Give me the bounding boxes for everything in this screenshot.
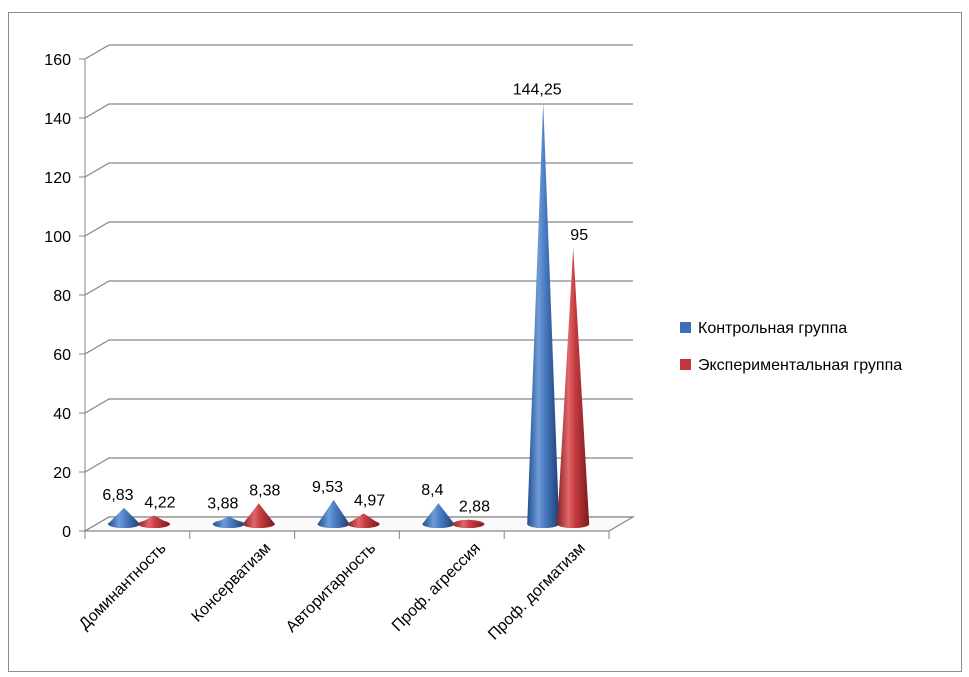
data-label: 6,83	[102, 487, 133, 504]
legend-label-control: Контрольная группа	[698, 320, 847, 337]
gridline	[84, 457, 633, 473]
data-label: 4,97	[354, 492, 385, 509]
gridline	[84, 44, 633, 60]
data-label: 4,22	[144, 495, 175, 512]
cone-control	[317, 499, 350, 528]
cone-control	[108, 507, 140, 528]
legend-swatch-experimental	[680, 359, 691, 370]
y-tick-label: 20	[53, 465, 71, 482]
cone-body	[108, 507, 140, 528]
gridline	[84, 221, 633, 237]
y-tick-label: 80	[53, 288, 71, 305]
cone-body	[422, 503, 455, 528]
gridline	[84, 398, 633, 414]
x-category-label: Проф. догматизм	[485, 540, 589, 644]
cone-body	[242, 503, 275, 528]
x-category-label: Проф. агрессия	[389, 540, 484, 635]
data-label: 9,53	[312, 479, 343, 496]
data-labels: 6,83 3,88 9,53 8,4 144,25 4,22 8,38 4,97 2,88 95	[102, 81, 588, 515]
cone-control	[527, 102, 560, 529]
data-label: 144,25	[513, 81, 562, 98]
cone-experimental	[557, 247, 590, 528]
cone-body	[557, 247, 590, 528]
data-label: 8,4	[421, 482, 443, 499]
cone-body	[347, 513, 380, 528]
cone-control	[422, 503, 455, 528]
gridline	[84, 280, 633, 296]
legend-label-experimental: Экспериментальная группа	[698, 357, 902, 374]
gridline	[84, 103, 633, 119]
x-category-label: Авторитарность	[283, 540, 379, 636]
y-tick-label: 100	[44, 229, 71, 246]
y-tick-label: 160	[44, 52, 71, 69]
cone-control	[212, 516, 245, 528]
cone-body	[452, 519, 485, 528]
cone-experimental	[452, 519, 485, 528]
data-label: 8,38	[249, 482, 280, 499]
y-tick-label: 60	[53, 347, 71, 364]
legend: Контрольная группа Экспериментальная гру…	[680, 320, 902, 374]
y-tick-label: 0	[62, 524, 71, 541]
x-category-label: Доминантность	[76, 540, 169, 633]
cone-body	[527, 102, 560, 529]
gridline	[84, 339, 633, 355]
legend-swatch-control	[680, 322, 691, 333]
cone-body	[138, 515, 170, 528]
data-label: 2,88	[459, 499, 490, 516]
cone-body	[212, 516, 245, 528]
gridline	[84, 162, 633, 178]
chart-area	[8, 12, 962, 672]
y-tick-label: 140	[44, 111, 71, 128]
series-cones	[108, 102, 590, 529]
x-category-label: Консерватизм	[189, 540, 275, 626]
data-label: 95	[570, 227, 588, 244]
data-label: 3,88	[207, 496, 238, 513]
cone-experimental	[242, 503, 275, 528]
y-tick-label: 40	[53, 406, 71, 423]
cone-experimental	[138, 515, 170, 528]
cone-experimental	[347, 513, 380, 528]
y-tick-label: 120	[44, 170, 71, 187]
cone-body	[317, 499, 350, 528]
